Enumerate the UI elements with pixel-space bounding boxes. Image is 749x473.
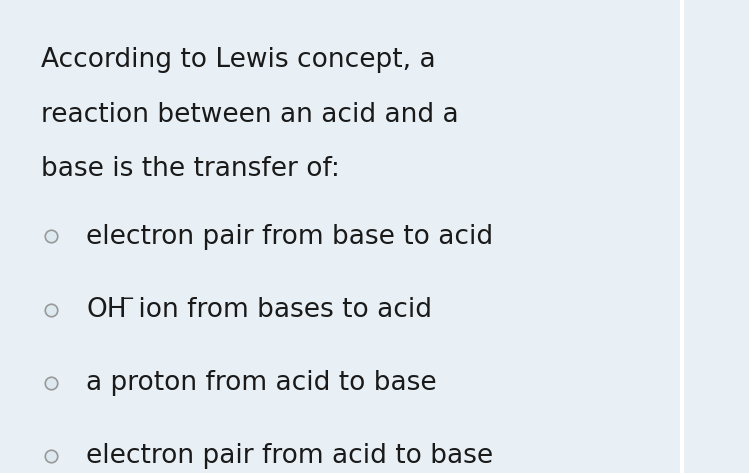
FancyBboxPatch shape [684, 0, 749, 473]
Text: electron pair from base to acid: electron pair from base to acid [86, 224, 494, 249]
Text: OH: OH [86, 297, 127, 323]
Text: a proton from acid to base: a proton from acid to base [86, 370, 437, 396]
Text: −: − [119, 290, 134, 308]
Text: reaction between an acid and a: reaction between an acid and a [41, 102, 459, 128]
Text: According to Lewis concept, a: According to Lewis concept, a [41, 47, 436, 73]
Text: electron pair from acid to base: electron pair from acid to base [86, 444, 494, 469]
Text: ion from bases to acid: ion from bases to acid [130, 297, 431, 323]
FancyBboxPatch shape [680, 0, 684, 473]
Text: base is the transfer of:: base is the transfer of: [41, 156, 340, 182]
